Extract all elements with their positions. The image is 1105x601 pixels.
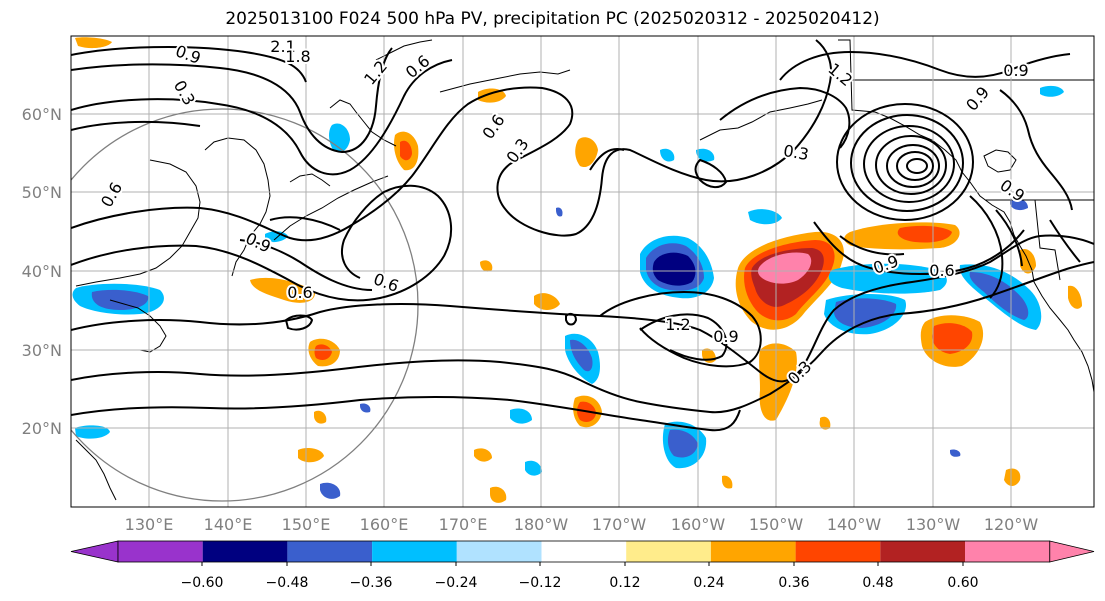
latitude-label: 40°N (22, 262, 62, 281)
longitude-labels: 130°E 140°E 150°E 160°E 170°E 180°W 170°W 160°W… (125, 515, 1039, 534)
latitude-label: 60°N (22, 105, 62, 124)
longitude-label: 160°E (360, 515, 409, 534)
pv-contour-label: 1.2 (665, 315, 690, 334)
colorbar: −0.60 −0.48 −0.36 −0.24 −0.12 0.12 0.24 0.36 0.4… (70, 540, 1095, 591)
colorbar-swatch (710, 541, 796, 562)
colorbar-tick-label: −0.24 (435, 575, 478, 591)
colorbar-swatch (795, 541, 881, 562)
longitude-label: 120°W (984, 515, 1039, 534)
colorbar-swatch (118, 541, 203, 562)
colorbar-swatch (541, 541, 627, 562)
latitude-label: 50°N (22, 183, 62, 202)
colorbar-swatch (202, 541, 288, 562)
pv-contour-label: 0.9 (713, 327, 738, 346)
longitude-label: 130°E (125, 515, 174, 534)
longitude-label: 150°E (282, 515, 331, 534)
pv-contour-label: 0.6 (287, 283, 312, 302)
colorbar-swatch (456, 541, 542, 562)
pv-contour-label: 2.1 (270, 37, 295, 56)
colorbar-tick-label: −0.60 (181, 575, 224, 591)
longitude-label: 150°W (749, 515, 804, 534)
pv-contour-label: 0.6 (929, 261, 954, 280)
latitude-label: 20°N (22, 419, 62, 438)
colorbar-swatch (287, 541, 373, 562)
map-title: 2025013100 F024 500 hPa PV, precipitatio… (225, 9, 880, 29)
map-frame (70, 35, 1095, 508)
colorbar-tick-label: 0.36 (778, 575, 809, 591)
colorbar-tick-label: −0.36 (350, 575, 393, 591)
latitude-label: 30°N (22, 341, 62, 360)
colorbar-swatch (880, 541, 965, 562)
colorbar-tick-label: 0.48 (862, 575, 893, 591)
latitude-labels: 60°N 50°N 40°N 30°N 20°N (22, 105, 62, 438)
pv-contours (71, 39, 1094, 432)
longitude-label: 160°W (671, 515, 726, 534)
longitude-label: 170°E (439, 515, 488, 534)
pv-contour-label: 1.8 (285, 47, 310, 66)
longitude-label: 170°W (592, 515, 647, 534)
colorbar-tick-label: 0.12 (609, 575, 640, 591)
precip-shading (72, 37, 1082, 503)
longitude-label: 140°E (204, 515, 253, 534)
map-area: 2.11.80.90.31.2 0.60.60.3 0.31.20.90.90.90… (71, 36, 1094, 507)
longitude-label: 180°W (514, 515, 569, 534)
colorbar-tick-label: 0.60 (947, 575, 978, 591)
colorbar-swatch (965, 541, 1050, 562)
longitude-label: 140°W (827, 515, 882, 534)
colorbar-tick-label: −0.48 (266, 575, 309, 591)
longitude-label: 130°W (906, 515, 961, 534)
pv-contour-label: 0.9 (1003, 61, 1028, 80)
colorbar-tick-label: 0.24 (693, 575, 724, 591)
colorbar-extend-high (1049, 540, 1095, 563)
colorbar-tick-label: −0.12 (519, 575, 562, 591)
colorbar-extend-low (70, 540, 119, 563)
colorbar-swatch (626, 541, 711, 562)
colorbar-swatch (372, 541, 457, 562)
